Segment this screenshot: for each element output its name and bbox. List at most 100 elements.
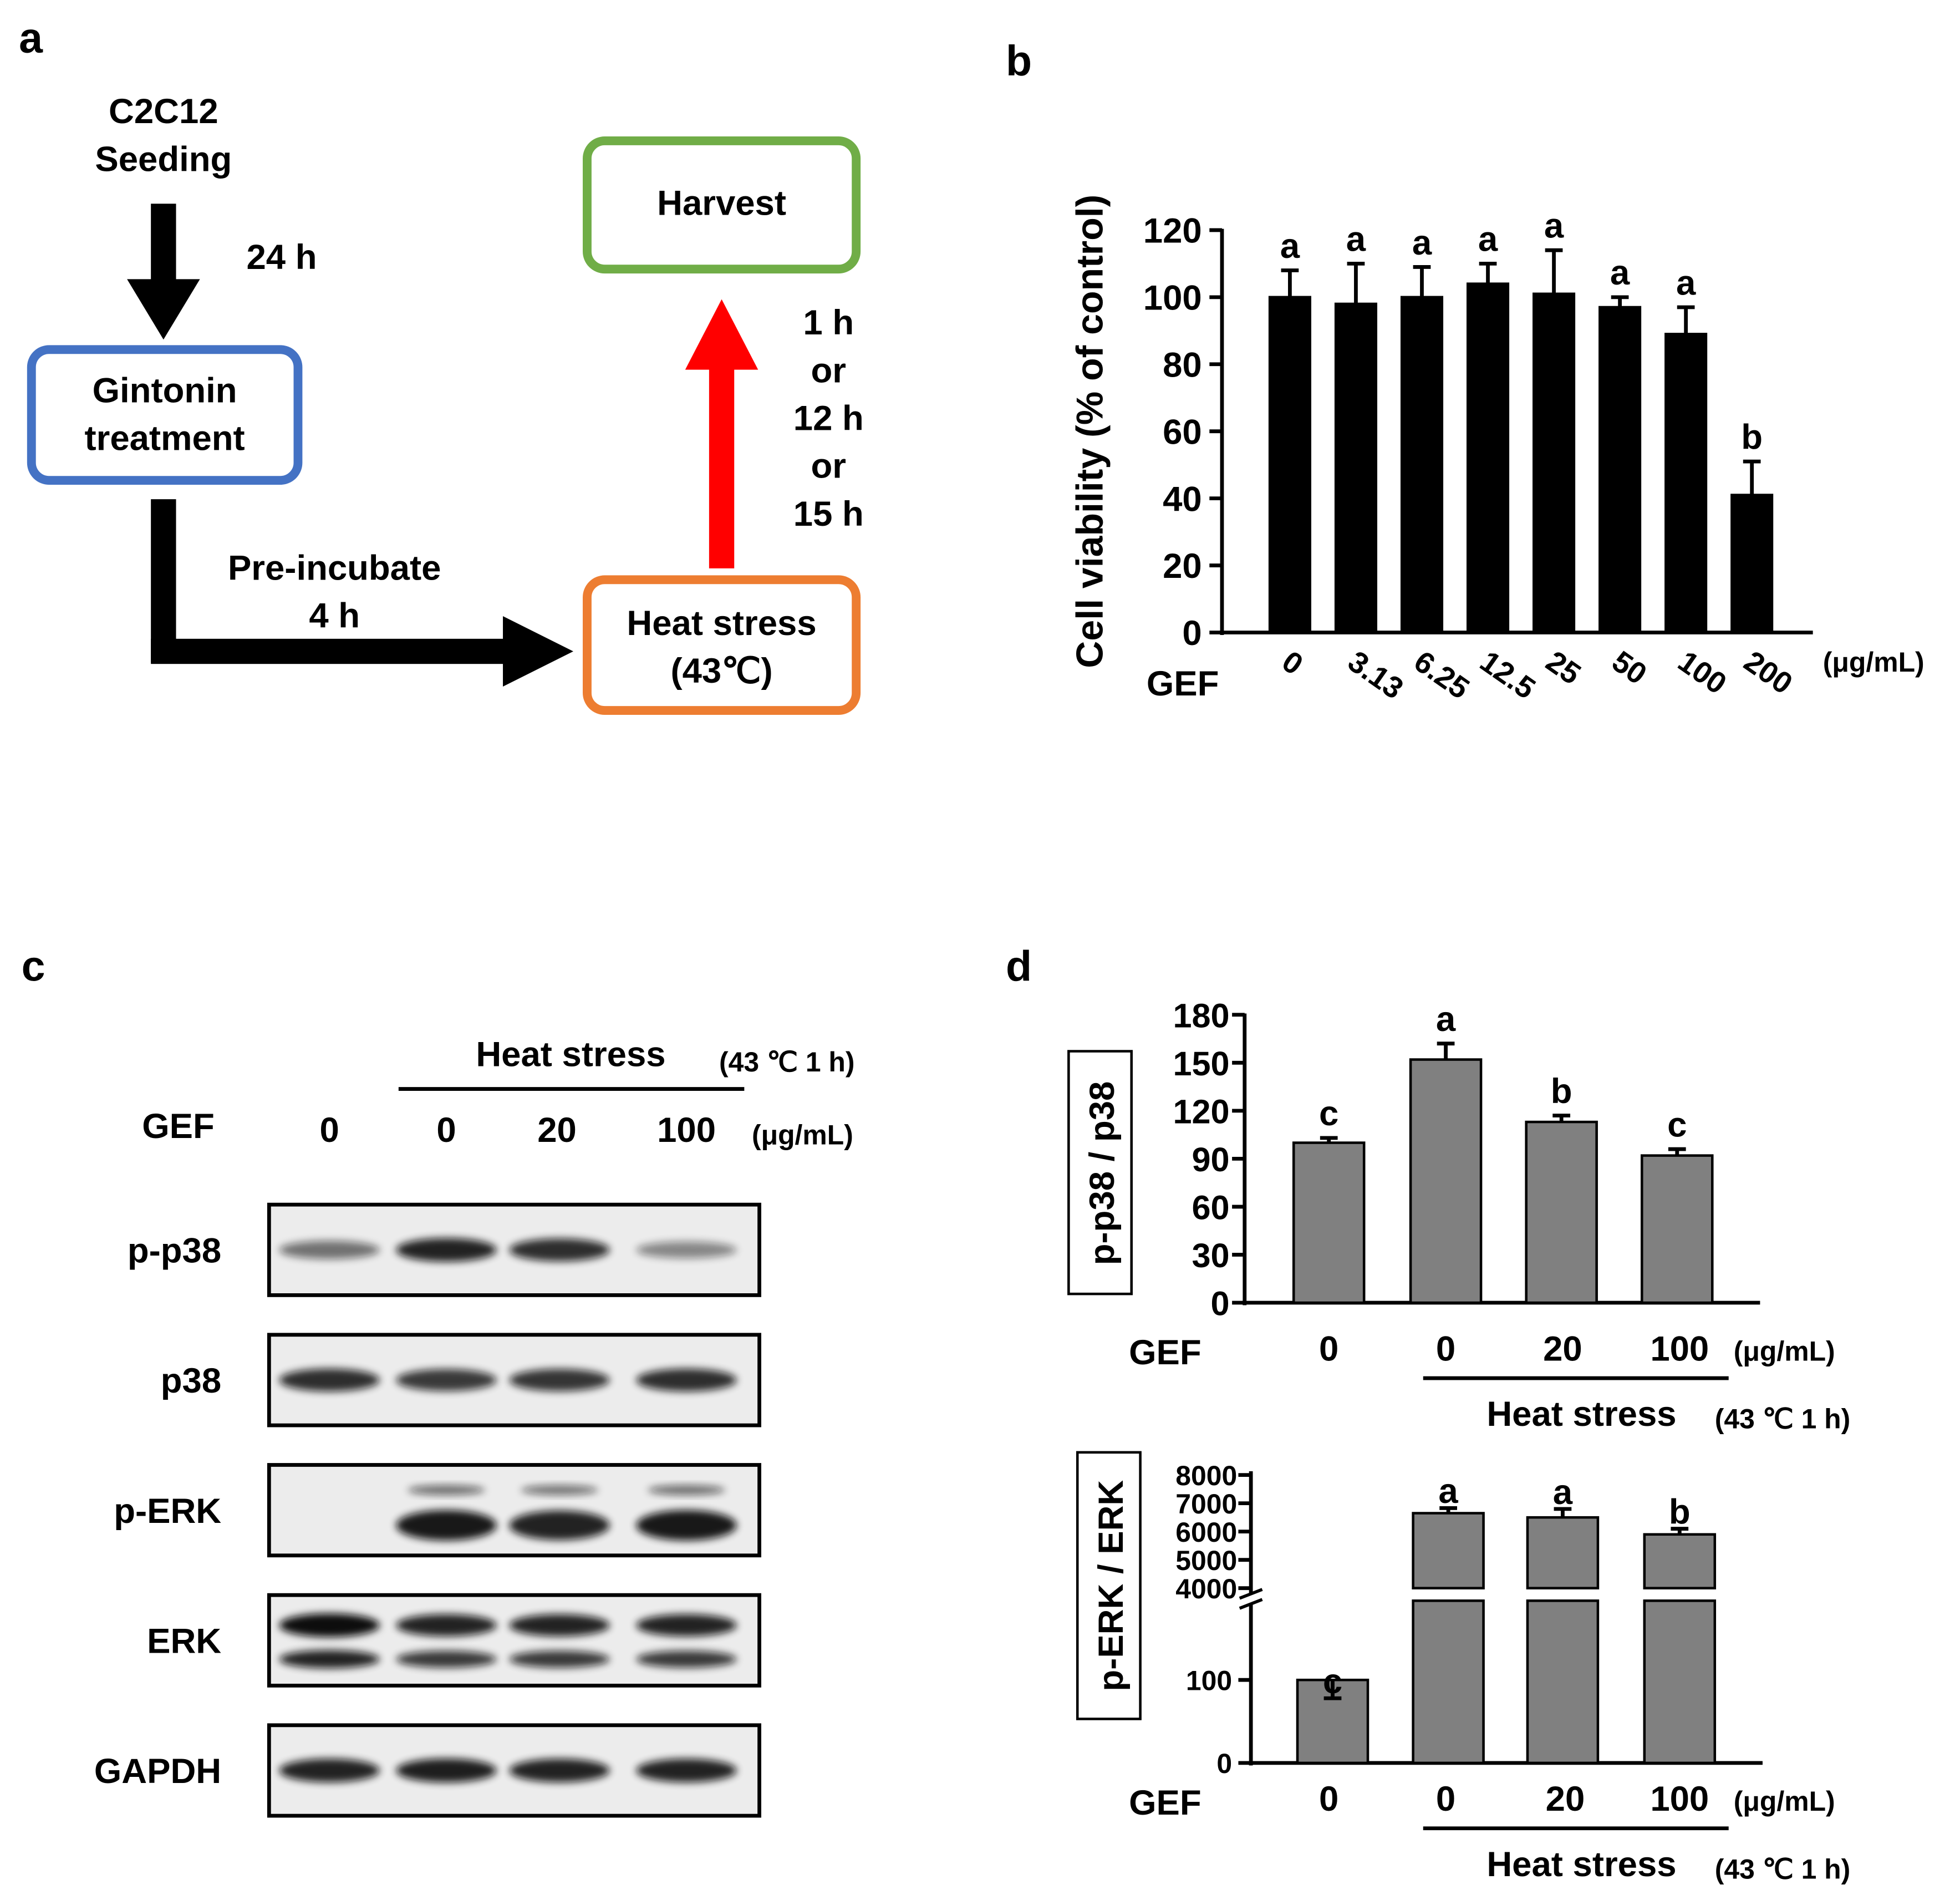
panel-d-bottom-bar bbox=[1526, 1599, 1600, 1765]
panel-b-y-ticks: 0 20 40 60 80 100 120 bbox=[1143, 212, 1222, 653]
panel-d-top-cat-1: 0 bbox=[1319, 1329, 1338, 1368]
seeding-line1: C2C12 bbox=[109, 92, 218, 131]
panel-d-top-tick-label: 90 bbox=[1192, 1141, 1229, 1178]
panel-d-bottom-tick-label: 8000 bbox=[1175, 1460, 1237, 1491]
panel-b-x-label: 12.5 bbox=[1474, 644, 1541, 706]
panel-d-bottom-bar bbox=[1643, 1599, 1717, 1765]
panel-b-letter: b bbox=[1741, 418, 1763, 456]
panel-d-top-tick-label: 120 bbox=[1173, 1093, 1229, 1131]
blot-band bbox=[636, 1759, 737, 1782]
panel-c-dose-1: 0 bbox=[319, 1111, 339, 1150]
panel-b-letter: a bbox=[1676, 263, 1696, 302]
panel-b: b Cell viability (% of control) 0 20 40 60 8… bbox=[1006, 37, 1925, 705]
panel-d-bottom-cat-3: 20 bbox=[1546, 1780, 1585, 1818]
panel-b-group-label: GEF bbox=[1147, 664, 1219, 703]
panel-d-bottom-tick-label: 4000 bbox=[1175, 1573, 1237, 1604]
panel-d-top-ylabel-box bbox=[1067, 1050, 1133, 1296]
panel-b-bars: a a a a a a a b bbox=[1268, 207, 1774, 634]
heat-line2: (43℃) bbox=[670, 652, 772, 690]
blot-band bbox=[396, 1238, 497, 1262]
panel-d-bottom-unit: (μg/mL) bbox=[1734, 1786, 1835, 1817]
harvest-box bbox=[583, 136, 861, 274]
panel-d-top-tick-label: 150 bbox=[1173, 1045, 1229, 1083]
seeding-line2: Seeding bbox=[95, 140, 232, 179]
treatment-line1: Gintonin bbox=[93, 372, 237, 410]
time-option-5: 15 h bbox=[793, 495, 864, 534]
blot-band bbox=[509, 1614, 610, 1637]
panel-c-dose-4: 100 bbox=[657, 1111, 716, 1150]
panel-c: c Heat stress (43 ℃ 1 h) GEF 0 0 20 100 … bbox=[22, 943, 855, 1818]
panel-d-top-cat-4: 100 bbox=[1650, 1329, 1709, 1368]
panel-c-gef-label: GEF bbox=[142, 1107, 214, 1146]
blot-label: p38 bbox=[161, 1362, 221, 1400]
preincubate-line2: 4 h bbox=[309, 596, 360, 635]
panel-d-bottom-cat-2: 0 bbox=[1436, 1780, 1455, 1818]
panel-d-top-tick-label: 30 bbox=[1192, 1237, 1229, 1274]
heat-stress-box bbox=[583, 575, 861, 715]
panel-c-dose-2: 0 bbox=[436, 1111, 456, 1150]
panel-b-x-label: 25 bbox=[1540, 644, 1587, 692]
blot-band bbox=[636, 1614, 737, 1637]
panel-d-bottom-tick-label: 0 bbox=[1216, 1748, 1232, 1779]
preincubate-line1: Pre-incubate bbox=[228, 548, 441, 587]
harvest-label: Harvest bbox=[657, 184, 786, 223]
panel-d-top-letter: c bbox=[1319, 1094, 1338, 1133]
panel-b-bar bbox=[1334, 302, 1377, 634]
panel-d-bottom-heat-condition: (43 ℃ 1 h) bbox=[1715, 1853, 1850, 1884]
blot-band bbox=[636, 1368, 737, 1392]
time-option-4: or bbox=[811, 447, 846, 486]
panel-c-dose-3: 20 bbox=[537, 1111, 577, 1150]
blot-band bbox=[636, 1241, 737, 1258]
panel-c-label: c bbox=[22, 943, 45, 990]
blot-band bbox=[396, 1758, 497, 1783]
panel-d-top-tick-label: 0 bbox=[1211, 1285, 1230, 1323]
panel-d-bottom-letter: a bbox=[1553, 1473, 1573, 1512]
blot-label: ERK bbox=[147, 1622, 221, 1660]
heat-line1: Heat stress bbox=[627, 604, 816, 643]
blot-label: GAPDH bbox=[94, 1752, 221, 1791]
panel-b-x-label: 6.25 bbox=[1408, 644, 1475, 706]
panel-d-top-bar bbox=[1292, 1141, 1366, 1304]
panel-a-label: a bbox=[19, 14, 43, 62]
panel-b-x-label: 100 bbox=[1672, 644, 1733, 701]
blot-band bbox=[509, 1510, 610, 1540]
panel-d-top-y-ticks: 0 30 60 90 120 150 180 bbox=[1173, 997, 1245, 1323]
blot-label: p-ERK bbox=[114, 1492, 221, 1531]
panel-d-bottom-letter: c bbox=[1323, 1662, 1342, 1701]
panel-d-top-cat-2: 0 bbox=[1436, 1329, 1455, 1368]
panel-b-tick-label: 80 bbox=[1163, 346, 1202, 384]
panel-d-top-bar bbox=[1409, 1058, 1483, 1304]
panel-b-ylabel: Cell viability (% of control) bbox=[1069, 195, 1111, 668]
panel-a: a C2C12 Seeding 24 h Gintonin treatment … bbox=[19, 14, 864, 715]
panel-d-bottom-bar bbox=[1412, 1512, 1485, 1589]
panel-d-top-tick-label: 180 bbox=[1173, 997, 1229, 1034]
panel-b-tick-label: 40 bbox=[1163, 480, 1202, 519]
blot-band bbox=[279, 1650, 380, 1669]
panel-d-bottom-ylabel-box bbox=[1076, 1451, 1142, 1720]
panel-b-bar bbox=[1730, 494, 1774, 634]
blot-band bbox=[509, 1759, 610, 1782]
panel-b-bar bbox=[1268, 296, 1311, 634]
panel-b-tick-label: 60 bbox=[1163, 413, 1202, 451]
time-option-1: 1 h bbox=[803, 303, 854, 342]
panel-d-top-bars: c a b c bbox=[1292, 1000, 1714, 1304]
panel-b-bar bbox=[1664, 333, 1708, 634]
up-arrow-icon bbox=[685, 299, 758, 568]
step1-time: 24 h bbox=[246, 238, 317, 277]
panel-b-letter: a bbox=[1544, 207, 1564, 246]
blot-label: p-p38 bbox=[128, 1231, 221, 1270]
panel-d-top-ylabel: p-p38 / p38 bbox=[1083, 1081, 1122, 1266]
blot-band bbox=[509, 1369, 610, 1391]
treatment-box bbox=[27, 345, 303, 485]
panel-b-tick-label: 0 bbox=[1182, 614, 1202, 653]
panel-b-bar bbox=[1400, 296, 1444, 634]
panel-b-tick-label: 100 bbox=[1143, 279, 1202, 318]
blot-band bbox=[279, 1613, 380, 1637]
panel-d-top-heat-stress: Heat stress bbox=[1486, 1395, 1676, 1434]
blot-band bbox=[279, 1759, 380, 1782]
blot-band bbox=[396, 1510, 497, 1541]
blot-band bbox=[521, 1485, 598, 1495]
